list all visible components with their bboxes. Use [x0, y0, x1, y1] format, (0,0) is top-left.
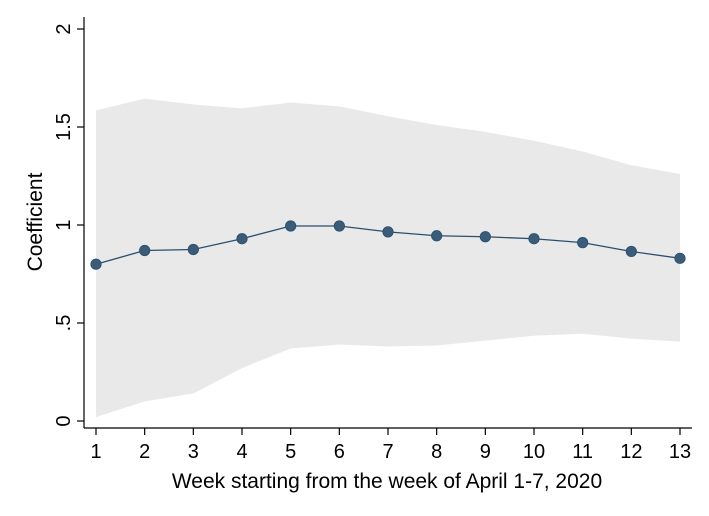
- x-tick-label: 5: [285, 441, 296, 463]
- data-point: [674, 252, 686, 264]
- data-point: [382, 226, 394, 238]
- data-point: [528, 233, 540, 245]
- y-tick-label: 1: [53, 219, 75, 230]
- x-tick-label: 6: [334, 441, 345, 463]
- y-ticks: 0 .5 1 1.5 2: [53, 23, 84, 427]
- x-tick-label: 1: [90, 441, 101, 463]
- y-tick-label: 1.5: [53, 113, 75, 141]
- y-tick-label: 0: [53, 415, 75, 426]
- x-tick-label: 2: [139, 441, 150, 463]
- data-point: [479, 231, 491, 243]
- data-point: [285, 220, 297, 232]
- data-point: [236, 233, 248, 245]
- x-tick-label: 8: [431, 441, 442, 463]
- x-tick-label: 7: [382, 441, 393, 463]
- x-tick-label: 13: [669, 441, 691, 463]
- x-tick-label: 3: [188, 441, 199, 463]
- x-tick-label: 9: [480, 441, 491, 463]
- x-axis-title: Week starting from the week of April 1-7…: [172, 470, 602, 493]
- x-tick-label: 10: [523, 441, 545, 463]
- x-tick-label: 4: [236, 441, 247, 463]
- data-point: [187, 243, 199, 256]
- x-ticks: 1 2 3 4 5 6 7 8 9 10 11 12 13: [90, 428, 691, 463]
- data-point: [577, 237, 589, 249]
- data-point: [90, 258, 102, 270]
- confidence-band: [96, 98, 680, 418]
- y-tick-label: 2: [53, 23, 75, 34]
- data-point: [625, 245, 637, 258]
- x-tick-label: 11: [572, 441, 593, 463]
- data-point: [333, 220, 345, 232]
- y-axis-title: Coefficient: [24, 172, 47, 271]
- data-point: [139, 244, 151, 257]
- y-tick-label: .5: [53, 315, 75, 332]
- x-tick-label: 12: [620, 441, 642, 463]
- data-point: [431, 230, 443, 242]
